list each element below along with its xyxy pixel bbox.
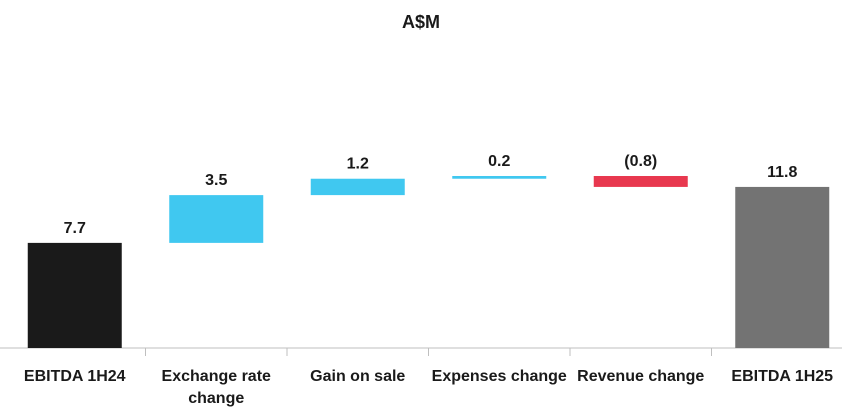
value-label: 7.7: [64, 220, 86, 237]
x-tick-label: Gain on sale: [310, 368, 406, 385]
bar: [310, 178, 405, 196]
x-tick-label: EBITDA 1H24: [23, 368, 126, 385]
x-tick-label: Revenue change: [577, 368, 705, 385]
chart-title: A$M: [402, 12, 440, 32]
value-label: 11.8: [767, 164, 797, 181]
bar: [169, 195, 264, 243]
x-tick-label: Exchange rate change: [161, 368, 271, 407]
x-tick-label: Expenses change: [431, 368, 567, 385]
bar: [452, 176, 547, 179]
value-label: 1.2: [347, 156, 369, 173]
bar: [27, 242, 122, 348]
x-tick-label: EBITDA 1H25: [731, 368, 834, 385]
bar: [593, 176, 688, 187]
value-label: 0.2: [488, 153, 510, 170]
value-label: (0.8): [624, 153, 657, 170]
bar: [735, 186, 830, 348]
value-label: 3.5: [205, 172, 227, 189]
